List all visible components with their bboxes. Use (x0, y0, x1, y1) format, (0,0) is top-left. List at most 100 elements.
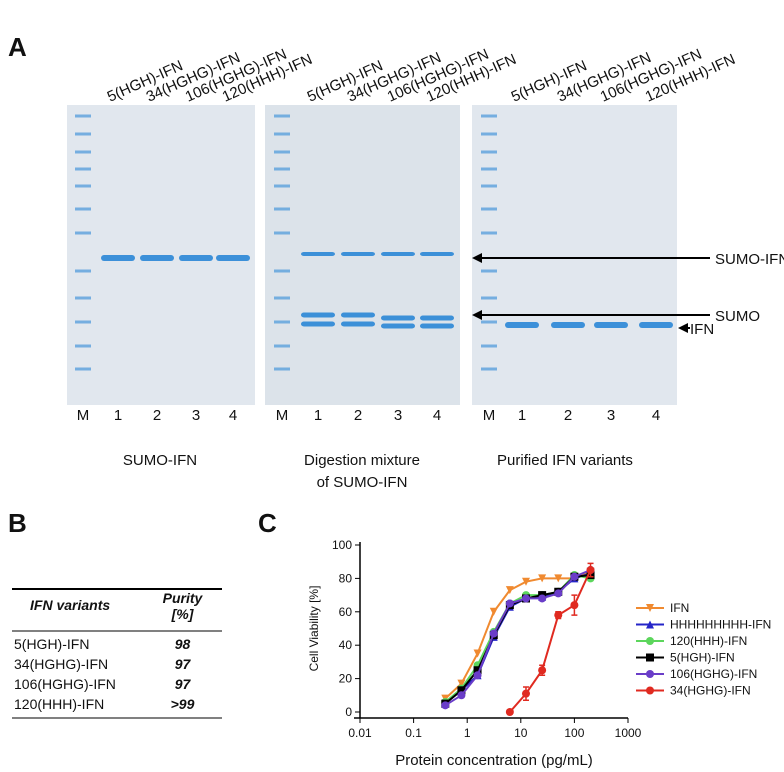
table-header: IFN variants (30, 597, 111, 613)
table-cell: 97 (174, 656, 191, 672)
lane-label: 2 (354, 407, 362, 424)
protein-band (140, 255, 174, 261)
legend-label: 34(HGHG)-IFN (670, 684, 751, 698)
ladder-band (481, 269, 497, 273)
ladder-band (274, 150, 290, 154)
ladder-band (481, 167, 497, 171)
ladder-band (75, 231, 91, 235)
series-line (444, 569, 591, 707)
table-header: Purity [%] (162, 590, 203, 622)
protein-band (639, 322, 673, 328)
data-point (505, 586, 514, 595)
protein-band (301, 321, 335, 327)
arrow-label: IFN (690, 321, 714, 338)
ladder-band (481, 114, 497, 118)
protein-band (341, 321, 375, 327)
series-line (509, 569, 592, 713)
protein-band (216, 255, 250, 261)
legend-label: IFN (670, 601, 689, 615)
y-tick-label: 60 (339, 605, 353, 619)
protein-band (179, 255, 213, 261)
data-point (521, 594, 530, 603)
data-point (570, 572, 579, 581)
ladder-band (274, 269, 290, 273)
gel-caption: Digestion mixture (304, 452, 420, 469)
x-tick-label: 0.1 (405, 726, 422, 740)
ladder-band (481, 231, 497, 235)
legend-label: HHHHHHHHH-IFN (670, 618, 771, 632)
ladder-band (75, 167, 91, 171)
protein-band (301, 252, 335, 256)
protein-band (420, 323, 454, 329)
ladder-band (481, 207, 497, 211)
data-point (554, 611, 563, 620)
table-cell: 5(HGH)-IFN (14, 636, 90, 652)
x-axis-label: Protein concentration (pg/mL) (395, 752, 593, 769)
ladder-band (481, 296, 497, 300)
ladder-band (75, 207, 91, 211)
panel-label: C (258, 508, 277, 538)
gel-caption: Purified IFN variants (497, 452, 633, 469)
legend-marker (646, 653, 654, 662)
lane-label: 3 (607, 407, 615, 424)
data-point (554, 589, 563, 598)
protein-band (551, 322, 585, 328)
data-point (538, 574, 547, 583)
table-cell: 106(HGHG)-IFN (14, 676, 116, 692)
ladder-band (274, 296, 290, 300)
ladder-band (75, 150, 91, 154)
y-tick-label: 20 (339, 672, 353, 686)
x-tick-label: 100 (564, 726, 584, 740)
gel-caption: of SUMO-IFN (317, 474, 408, 491)
lane-label: 2 (564, 407, 572, 424)
gel (472, 105, 677, 405)
legend-marker (646, 620, 654, 629)
lane-label: M (483, 407, 496, 424)
x-tick-label: 10 (514, 726, 528, 740)
lane-label: 3 (192, 407, 200, 424)
data-point (473, 649, 482, 658)
data-point (489, 629, 498, 638)
table-cell: >99 (170, 696, 195, 712)
legend-marker (646, 637, 654, 645)
data-point (505, 708, 514, 716)
data-point (473, 671, 482, 680)
data-point (441, 701, 450, 710)
ladder-band (274, 207, 290, 211)
legend-label: 106(HGHG)-IFN (670, 667, 757, 681)
table-cell: 97 (174, 676, 191, 692)
y-tick-label: 40 (339, 638, 353, 652)
ladder-band (274, 231, 290, 235)
data-point (457, 691, 466, 700)
legend-label: 120(HHH)-IFN (670, 634, 747, 648)
data-point (538, 666, 547, 675)
legend-marker (646, 670, 654, 678)
ladder-band (274, 132, 290, 136)
protein-band (341, 312, 375, 318)
legend-label: 5(HGH)-IFN (670, 651, 735, 665)
ladder-band (75, 320, 91, 324)
lane-label: M (276, 407, 289, 424)
data-point (489, 607, 498, 616)
ladder-band (274, 344, 290, 348)
lane-label: 1 (314, 407, 322, 424)
ladder-band (75, 269, 91, 273)
lane-label: 1 (114, 407, 122, 424)
x-tick-label: 1 (464, 726, 471, 740)
arrow-head (472, 310, 482, 320)
protein-band (420, 252, 454, 256)
arrow-head (678, 323, 688, 333)
arrow-label: SUMO (715, 308, 760, 325)
lane-label: 2 (153, 407, 161, 424)
protein-band (301, 312, 335, 318)
data-point (570, 601, 579, 610)
x-tick-label: 1000 (615, 726, 642, 740)
protein-band (505, 322, 539, 328)
ladder-band (481, 367, 497, 371)
table-cell: 120(HHH)-IFN (14, 696, 105, 712)
data-point (554, 574, 563, 583)
ladder-band (481, 150, 497, 154)
ladder-band (481, 132, 497, 136)
